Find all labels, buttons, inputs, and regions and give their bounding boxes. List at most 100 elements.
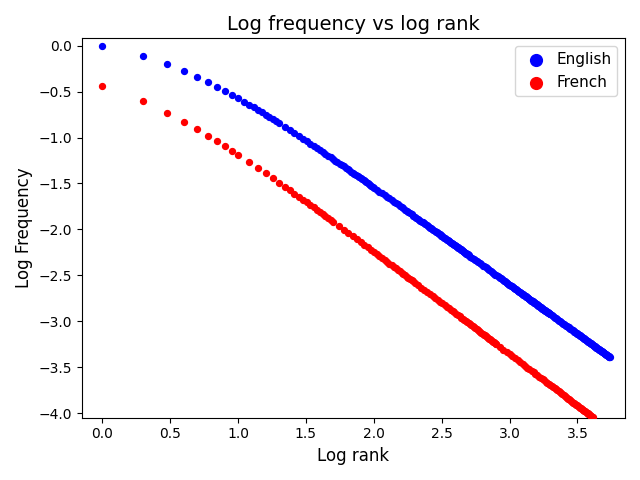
English bbox=[438, 233, 449, 241]
English bbox=[541, 308, 552, 315]
English bbox=[550, 314, 560, 322]
French bbox=[520, 362, 530, 370]
English bbox=[591, 343, 601, 351]
French bbox=[473, 326, 483, 334]
French bbox=[402, 273, 412, 280]
English bbox=[500, 277, 510, 285]
English bbox=[445, 238, 455, 246]
French bbox=[576, 404, 586, 412]
English bbox=[596, 348, 607, 355]
English bbox=[516, 289, 527, 297]
English bbox=[604, 353, 614, 360]
French bbox=[333, 222, 344, 229]
English bbox=[600, 350, 610, 358]
French bbox=[561, 393, 571, 401]
English bbox=[592, 344, 602, 352]
French bbox=[469, 324, 479, 331]
English bbox=[138, 52, 148, 60]
French bbox=[529, 369, 539, 376]
French bbox=[570, 400, 580, 408]
English bbox=[423, 222, 433, 230]
English bbox=[598, 348, 608, 356]
English bbox=[584, 338, 594, 346]
English bbox=[591, 344, 602, 351]
English bbox=[285, 126, 295, 134]
French bbox=[430, 294, 440, 302]
English bbox=[411, 214, 421, 221]
English bbox=[532, 301, 542, 309]
English bbox=[328, 155, 338, 163]
French bbox=[454, 312, 465, 320]
English bbox=[564, 324, 575, 332]
English bbox=[560, 321, 570, 329]
French bbox=[508, 352, 518, 360]
English bbox=[97, 42, 108, 49]
French bbox=[526, 367, 536, 375]
French bbox=[445, 306, 456, 313]
English bbox=[447, 240, 458, 248]
English bbox=[535, 303, 545, 311]
English bbox=[597, 348, 607, 356]
English bbox=[525, 296, 535, 303]
English bbox=[476, 261, 486, 268]
English bbox=[305, 140, 316, 147]
English bbox=[349, 170, 360, 178]
English bbox=[602, 351, 612, 359]
French bbox=[456, 314, 467, 322]
French bbox=[244, 158, 254, 166]
English bbox=[465, 253, 476, 261]
English bbox=[248, 104, 259, 111]
English bbox=[517, 290, 527, 298]
English bbox=[320, 150, 330, 158]
French bbox=[563, 395, 573, 402]
English bbox=[567, 326, 577, 334]
English bbox=[533, 301, 543, 309]
French bbox=[551, 385, 561, 393]
English bbox=[563, 324, 573, 331]
English bbox=[203, 78, 213, 86]
English bbox=[294, 132, 304, 140]
English bbox=[271, 117, 281, 125]
English bbox=[579, 335, 589, 343]
French bbox=[320, 212, 330, 220]
French bbox=[538, 375, 548, 383]
English bbox=[519, 291, 529, 299]
English bbox=[503, 280, 513, 288]
English bbox=[486, 267, 496, 275]
French bbox=[388, 263, 399, 271]
English bbox=[440, 235, 450, 242]
French bbox=[268, 174, 278, 182]
French bbox=[462, 318, 472, 326]
French bbox=[542, 379, 552, 387]
English bbox=[239, 98, 249, 106]
English bbox=[483, 265, 493, 273]
French bbox=[574, 403, 584, 411]
English bbox=[569, 328, 579, 336]
French bbox=[343, 229, 353, 237]
English bbox=[354, 173, 364, 181]
French bbox=[582, 409, 592, 417]
English bbox=[426, 225, 436, 232]
English bbox=[541, 307, 551, 315]
English bbox=[398, 204, 408, 212]
English bbox=[340, 164, 351, 172]
French bbox=[562, 394, 572, 402]
English bbox=[420, 220, 431, 228]
English bbox=[463, 252, 474, 259]
English bbox=[212, 83, 222, 91]
English bbox=[415, 217, 426, 225]
English bbox=[574, 331, 584, 339]
English bbox=[518, 291, 529, 299]
English bbox=[540, 307, 550, 314]
English bbox=[542, 308, 552, 316]
English bbox=[595, 346, 605, 354]
French bbox=[518, 360, 528, 368]
English bbox=[428, 226, 438, 233]
French bbox=[220, 142, 230, 150]
English bbox=[447, 240, 457, 247]
English bbox=[545, 310, 555, 318]
Title: Log frequency vs log rank: Log frequency vs log rank bbox=[227, 15, 480, 34]
French bbox=[400, 272, 410, 279]
French bbox=[586, 412, 596, 420]
English bbox=[274, 119, 284, 127]
